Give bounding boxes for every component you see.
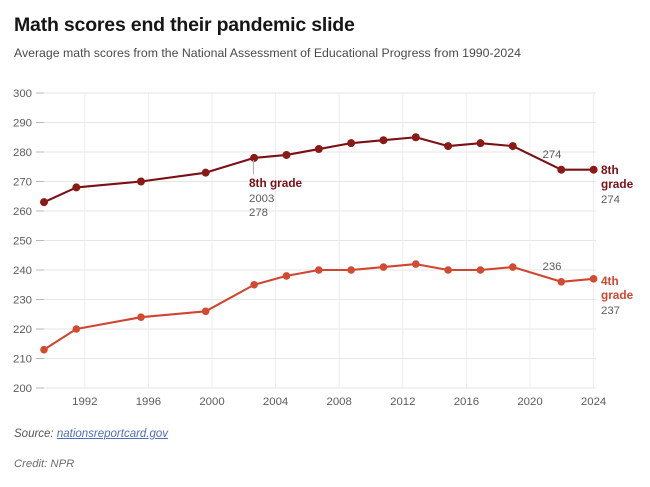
y-tick-label: 240 — [13, 265, 32, 277]
y-tick-label: 300 — [13, 88, 32, 100]
x-axis-ticks: 1992 1996 2000 2004 2008 2012 2016 2020 … — [72, 396, 606, 408]
gridlines-horizontal — [44, 92, 596, 389]
data-point[interactable] — [282, 150, 291, 159]
callout-value: 278 — [249, 207, 268, 219]
end-label-4th-line1: 4th — [601, 274, 619, 288]
x-tick-label: 1992 — [72, 396, 97, 408]
y-tick-label: 260 — [13, 206, 32, 218]
data-point[interactable] — [314, 145, 323, 154]
y-tick-label: 200 — [13, 383, 32, 395]
source-prefix: Source: — [14, 428, 57, 440]
datalabel-8th-2022: 274 — [542, 149, 561, 161]
data-point[interactable] — [444, 142, 453, 151]
x-tick-label: 1996 — [136, 396, 161, 408]
x-tick-label: 2012 — [390, 396, 415, 408]
data-point[interactable] — [411, 133, 420, 142]
x-tick-label: 2024 — [581, 396, 606, 408]
callout-label: 8th grade — [249, 176, 303, 190]
data-point[interactable] — [508, 142, 517, 151]
data-point[interactable] — [347, 266, 355, 274]
source-line: Source: nationsreportcard.gov — [14, 428, 634, 442]
end-value-4th: 237 — [601, 305, 620, 317]
x-tick-label: 2016 — [454, 396, 479, 408]
data-point[interactable] — [250, 280, 258, 289]
data-point[interactable] — [72, 183, 81, 192]
data-point[interactable] — [379, 136, 388, 145]
series-4th-grade — [40, 260, 598, 354]
data-point[interactable] — [379, 263, 388, 271]
end-label-4th-grade: 236 4th grade 237 — [542, 261, 633, 317]
end-label-4th-line2: grade — [601, 288, 634, 302]
data-point[interactable] — [557, 278, 566, 286]
y-tick-label: 280 — [13, 147, 32, 159]
data-point[interactable] — [476, 139, 485, 148]
data-point[interactable] — [250, 153, 259, 162]
data-point[interactable] — [444, 266, 452, 274]
y-tick-label: 290 — [13, 118, 32, 130]
data-point[interactable] — [137, 313, 145, 321]
x-tick-label: 2004 — [263, 396, 288, 408]
data-point[interactable] — [589, 165, 598, 174]
data-point[interactable] — [347, 139, 356, 148]
data-point[interactable] — [411, 260, 420, 268]
data-point[interactable] — [282, 272, 291, 280]
data-point[interactable] — [72, 325, 81, 333]
y-tick-label: 210 — [13, 354, 32, 366]
y-tick-label: 220 — [13, 324, 32, 336]
end-label-8th-line2: grade — [601, 177, 634, 191]
series-path — [42, 263, 595, 351]
x-tick-label: 2000 — [199, 396, 224, 408]
series-8th-grade — [40, 133, 598, 207]
data-point[interactable] — [508, 263, 517, 271]
source-link[interactable]: nationsreportcard.gov — [56, 428, 169, 440]
chart-subtitle: Average math scores from the National As… — [14, 46, 521, 61]
data-point[interactable] — [589, 275, 598, 283]
callout-year: 2003 — [249, 193, 274, 205]
end-label-8th-grade: 274 8th grade 274 — [542, 149, 633, 206]
callout-8th-grade: 8th grade 2003 278 — [249, 160, 303, 219]
chart-footer: Source: nationsreportcard.gov Credit: NP… — [14, 428, 634, 471]
y-tick-label: 270 — [13, 177, 32, 189]
credit-line: Credit: NPR — [14, 457, 75, 470]
data-point[interactable] — [40, 198, 48, 207]
data-point[interactable] — [201, 307, 210, 316]
data-point[interactable] — [476, 266, 485, 274]
end-value-8th: 274 — [601, 194, 620, 206]
datalabel-4th-2022: 236 — [542, 261, 561, 273]
line-chart-svg: 300 290 280 270 260 250 240 230 220 210 … — [13, 88, 634, 408]
y-tick-label: 250 — [13, 236, 32, 248]
chart-title: Math scores end their pandemic slide — [14, 14, 355, 36]
plot-area: 300 290 280 270 260 250 240 230 220 210 … — [0, 78, 650, 408]
y-axis-ticks: 300 290 280 270 260 250 240 230 220 210 … — [13, 88, 44, 395]
gridlines-vertical — [84, 93, 595, 388]
end-label-8th-line1: 8th — [601, 163, 619, 177]
y-tick-label: 230 — [13, 295, 32, 307]
data-point[interactable] — [315, 266, 323, 274]
x-tick-label: 2008 — [327, 396, 352, 408]
data-point[interactable] — [557, 165, 566, 174]
x-tick-label: 2020 — [517, 396, 542, 408]
data-point[interactable] — [136, 177, 145, 186]
data-point[interactable] — [201, 168, 210, 177]
data-point[interactable] — [40, 345, 48, 354]
